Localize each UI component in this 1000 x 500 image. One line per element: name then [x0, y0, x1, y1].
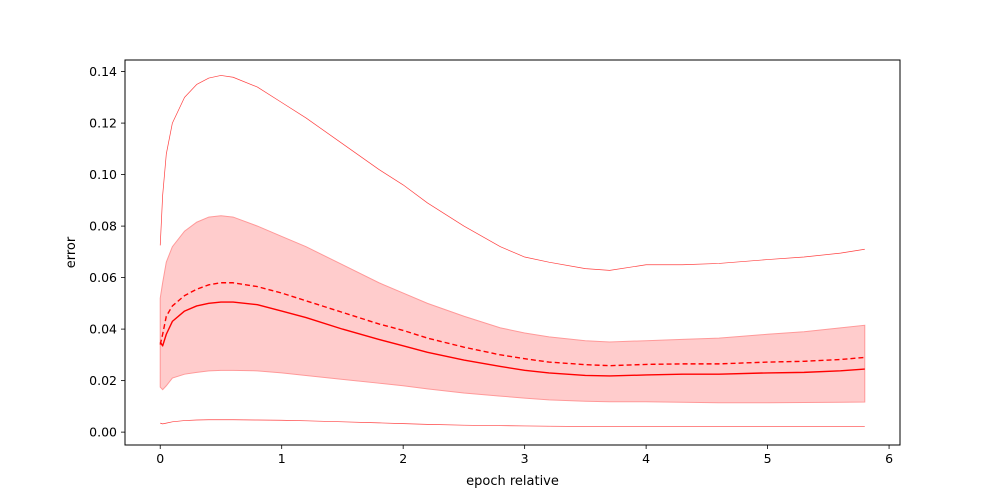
y-axis-label: error — [64, 236, 79, 268]
x-tick-label: 6 — [885, 451, 893, 466]
y-tick-label: 0.00 — [89, 425, 117, 440]
x-tick-label: 2 — [399, 451, 407, 466]
mean-line — [159, 282, 865, 367]
axes-frame — [124, 59, 901, 446]
y-tick-label: 0.10 — [89, 167, 117, 182]
x-axis-label: epoch relative — [466, 474, 559, 489]
y-tick-label: 0.04 — [89, 322, 117, 337]
x-tick-label: 5 — [764, 451, 772, 466]
y-tick-label: 0.06 — [89, 270, 117, 285]
x-tick-label: 1 — [278, 451, 286, 466]
spread-band — [159, 215, 866, 404]
x-axis: 0 1 2 3 4 5 6 — [156, 445, 893, 466]
x-tick-label: 3 — [521, 451, 529, 466]
median-line — [159, 301, 865, 377]
max-line — [159, 75, 865, 271]
y-tick-label: 0.02 — [89, 373, 117, 388]
y-axis: 0.00 0.02 0.04 0.06 0.08 0.10 0.12 0.14 — [89, 64, 125, 440]
y-tick-label: 0.14 — [89, 64, 117, 79]
y-tick-label: 0.08 — [89, 219, 117, 234]
y-tick-label: 0.12 — [89, 116, 117, 131]
x-tick-label: 0 — [156, 451, 164, 466]
plot-area — [159, 75, 866, 427]
x-tick-label: 4 — [642, 451, 650, 466]
min-line — [160, 419, 865, 427]
